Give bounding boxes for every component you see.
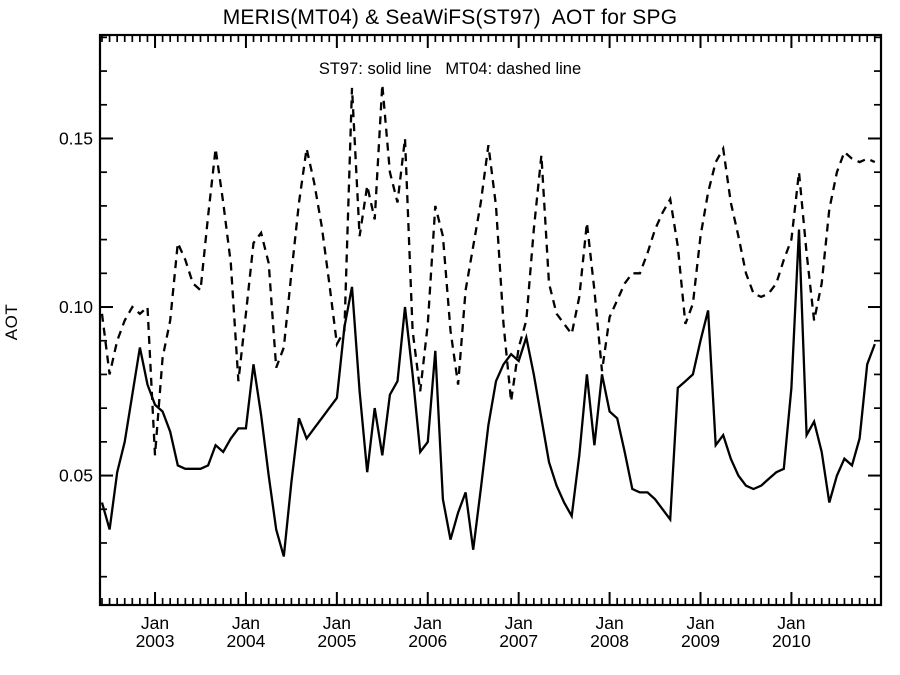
x-tick-label-year: 2007 [499,631,538,651]
y-tick-label: 0.10 [59,297,93,317]
x-tick-label-year: 2009 [681,631,720,651]
y-tick-label: 0.15 [59,128,93,148]
x-tick-label-year: 2004 [226,631,265,651]
x-tick-label-year: 2003 [136,631,175,651]
x-tick-label-jan: Jan [141,613,169,633]
x-tick-label-jan: Jan [232,613,260,633]
x-tick-label-year: 2005 [317,631,356,651]
series-st97-line [100,229,876,557]
x-tick-label-jan: Jan [777,613,805,633]
x-tick-label-jan: Jan [414,613,442,633]
series-mt04-line [100,84,876,456]
chart-title: MERIS(MT04) & SeaWiFS(ST97) AOT for SPG [222,6,678,29]
x-tick-label-jan: Jan [323,613,351,633]
x-tick-label-jan: Jan [686,613,714,633]
y-axis-label: AOT [2,303,21,341]
y-tick-label: 0.05 [59,466,93,486]
x-tick-label-jan: Jan [505,613,533,633]
legend-note: ST97: solid line MT04: dashed line [318,60,582,78]
x-tick-label-jan: Jan [595,613,623,633]
x-tick-label-year: 2008 [590,631,629,651]
x-tick-label-year: 2010 [772,631,811,651]
plot-frame [98,33,883,607]
x-tick-label-year: 2006 [408,631,447,651]
